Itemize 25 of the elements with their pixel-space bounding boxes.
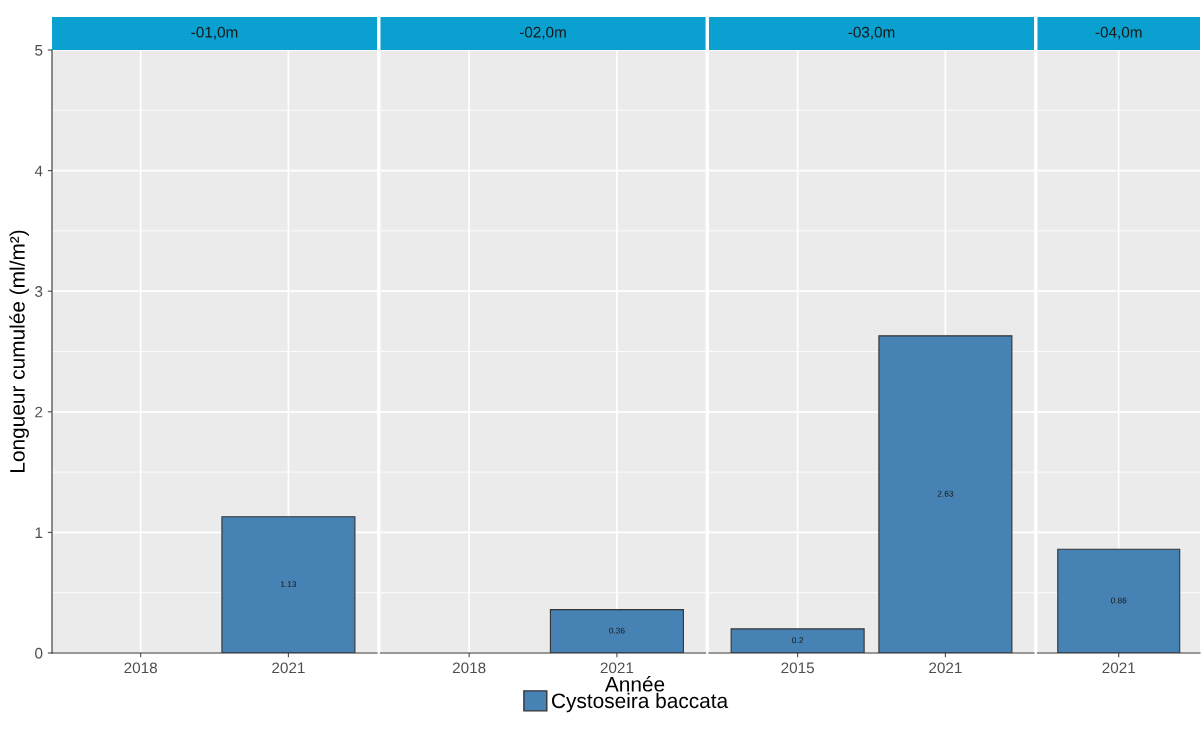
legend-label: Cystoseira baccata xyxy=(552,692,729,713)
x-tick-label: 2021 xyxy=(929,662,962,674)
x-tick-label: 2018 xyxy=(452,662,486,674)
x-axis-title: Année xyxy=(604,676,665,692)
chart-title: -03,0m xyxy=(848,26,895,40)
data-label: 2.63 xyxy=(937,490,954,497)
y-tick-label: 1 xyxy=(35,527,43,538)
data-label: 0.2 xyxy=(792,637,804,644)
y-tick-label: 3 xyxy=(35,286,43,297)
data-label: 0.36 xyxy=(609,627,625,634)
x-tick-label: 2021 xyxy=(600,662,634,674)
data-label: 1.13 xyxy=(280,581,297,588)
x-tick-label: 2015 xyxy=(781,662,814,674)
y-tick-label: 2 xyxy=(35,406,43,418)
y-tick-label: 0 xyxy=(35,647,43,659)
y-axis-title: Longueur cumulée (ml/m²) xyxy=(9,230,29,472)
x-tick-label: 2021 xyxy=(272,662,305,674)
y-tick-label: 4 xyxy=(34,165,43,177)
y-tick-label: 5 xyxy=(35,45,43,56)
chart-title: -02,0m xyxy=(519,26,566,40)
chart-title: -01,0m xyxy=(191,26,238,40)
data-label: 0.86 xyxy=(1110,597,1127,604)
x-tick-label: 2021 xyxy=(1102,662,1135,674)
x-tick-label: 2018 xyxy=(124,662,157,674)
chart-title: -04,0m xyxy=(1095,26,1142,40)
